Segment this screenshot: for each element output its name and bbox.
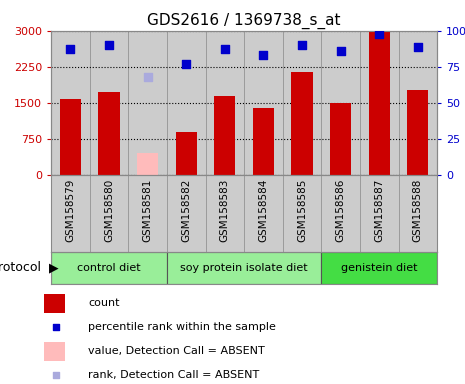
Point [337,48,344,54]
Point [414,43,421,50]
Point [66,46,74,53]
Point [182,61,190,67]
Bar [44,294,65,313]
Text: GSM158580: GSM158580 [104,179,114,242]
Text: ▶: ▶ [49,262,59,274]
Text: soy protein isolate diet: soy protein isolate diet [180,263,308,273]
Point [375,30,383,36]
Text: protocol: protocol [0,262,42,274]
Text: GSM158581: GSM158581 [143,179,153,242]
Text: count: count [88,298,120,308]
Point [221,46,228,53]
Bar [321,252,437,284]
Bar [253,108,274,175]
Text: GSM158582: GSM158582 [181,179,191,242]
Point [259,52,267,58]
Text: GSM158585: GSM158585 [297,179,307,242]
Text: GSM158579: GSM158579 [66,179,75,242]
Bar [292,71,312,175]
Text: GSM158586: GSM158586 [336,179,345,242]
Text: rank, Detection Call = ABSENT: rank, Detection Call = ABSENT [88,370,259,381]
Bar [407,90,428,175]
Bar [176,132,197,175]
Title: GDS2616 / 1369738_s_at: GDS2616 / 1369738_s_at [147,13,341,29]
Bar [167,252,321,284]
Point [299,42,306,48]
Point [52,372,60,379]
Point [105,42,113,48]
Text: GSM158587: GSM158587 [374,179,384,242]
Text: GSM158583: GSM158583 [220,179,230,242]
Bar [214,96,235,175]
Point [144,74,151,80]
Text: genistein diet: genistein diet [341,263,418,273]
Text: GSM158584: GSM158584 [259,179,268,242]
Text: control diet: control diet [77,263,141,273]
Bar [330,103,351,175]
Bar [60,99,81,175]
Bar [137,153,158,175]
Bar [369,31,390,175]
Text: GSM158588: GSM158588 [413,179,423,242]
Text: percentile rank within the sample: percentile rank within the sample [88,322,276,333]
Bar [99,92,120,175]
Bar [51,252,167,284]
Text: value, Detection Call = ABSENT: value, Detection Call = ABSENT [88,346,265,356]
Point [52,324,60,330]
Bar [44,342,65,361]
